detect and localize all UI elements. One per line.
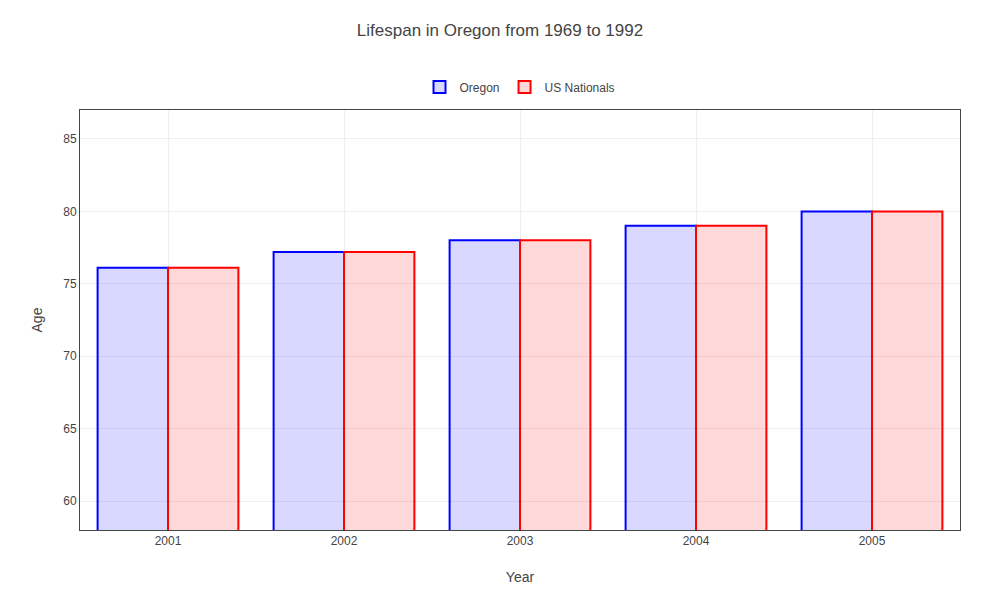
svg-text:85: 85 xyxy=(63,132,77,146)
svg-text:65: 65 xyxy=(63,422,77,436)
svg-text:2002: 2002 xyxy=(331,534,358,548)
svg-text:Year: Year xyxy=(506,569,535,585)
svg-text:US Nationals: US Nationals xyxy=(545,81,615,95)
svg-text:Age: Age xyxy=(29,307,45,332)
svg-text:75: 75 xyxy=(63,277,77,291)
svg-text:2005: 2005 xyxy=(859,534,886,548)
svg-text:Lifespan in Oregon from 1969 t: Lifespan in Oregon from 1969 to 1992 xyxy=(357,21,643,40)
svg-text:70: 70 xyxy=(63,349,77,363)
svg-text:2001: 2001 xyxy=(155,534,182,548)
svg-text:2003: 2003 xyxy=(507,534,534,548)
svg-text:60: 60 xyxy=(63,494,77,508)
svg-text:Oregon: Oregon xyxy=(460,81,500,95)
svg-text:2004: 2004 xyxy=(683,534,710,548)
svg-text:80: 80 xyxy=(63,205,77,219)
